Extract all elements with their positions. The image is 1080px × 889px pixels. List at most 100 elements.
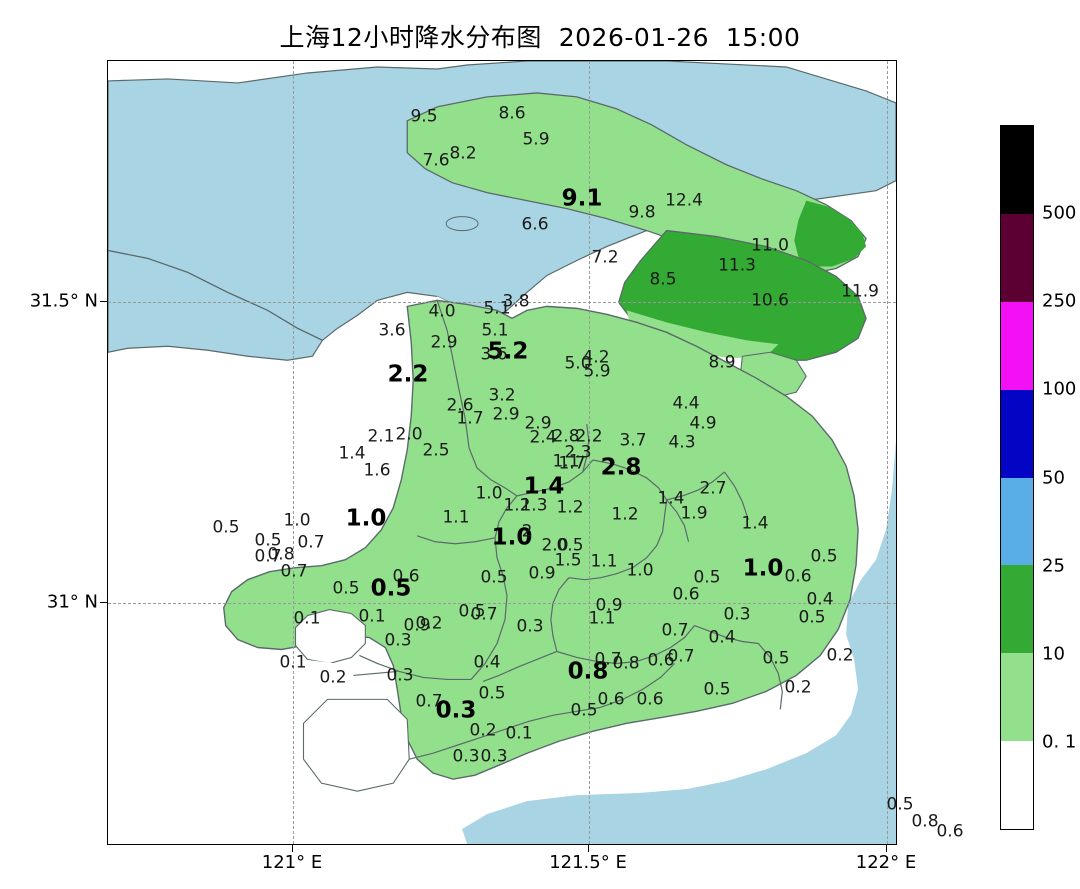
station-value: 0.8: [911, 811, 939, 832]
station-value: 2.8: [600, 454, 642, 481]
station-value: 1.9: [680, 503, 708, 524]
station-value: 10.6: [751, 290, 789, 311]
station-value: 1.0: [491, 524, 533, 551]
station-value: 1.1: [442, 507, 470, 528]
station-value: 11.9: [841, 281, 879, 302]
station-value: 1.4: [338, 443, 366, 464]
station-value: 0.3: [452, 746, 480, 767]
station-value: 3.2: [488, 385, 516, 406]
station-value: 0.5: [480, 567, 508, 588]
station-value: 0.4: [806, 589, 834, 610]
station-value: 11.3: [718, 255, 756, 276]
station-value: 0.7: [254, 546, 282, 567]
colorbar-tick-label: 50: [1042, 467, 1065, 488]
station-value: 1.1: [588, 608, 616, 629]
graticule-lon-122: [887, 61, 888, 844]
station-value: 1.2: [503, 495, 531, 516]
station-value: 0.2: [784, 677, 812, 698]
colorbar-tick-label: 25: [1042, 555, 1065, 577]
colorbar-segment-blue: [1001, 389, 1033, 478]
station-value: 2.0: [395, 424, 423, 445]
graticule-lon-121-5: [589, 61, 590, 844]
station-value: 0.9: [595, 595, 623, 616]
station-value: 0.6: [784, 566, 812, 587]
station-value: 0.5: [762, 648, 790, 669]
station-value: 3.6: [480, 344, 508, 365]
station-value: 8.6: [498, 103, 526, 124]
station-value: 12.4: [665, 190, 703, 211]
station-value: 0.7: [667, 646, 695, 667]
station-value: 7.6: [422, 150, 450, 171]
station-value: 0.3: [723, 604, 751, 625]
station-value: 2.7: [699, 478, 727, 499]
station-value: 0.1: [293, 608, 321, 629]
station-value: 1.7: [558, 453, 586, 474]
station-value: 1.2: [611, 504, 639, 525]
station-value: 0.9: [403, 615, 431, 636]
colorbar-tick-label: 100: [1042, 378, 1077, 400]
y-tickmark: [100, 602, 107, 604]
station-value: 2.2: [575, 426, 603, 447]
station-value: 0.7: [661, 620, 689, 641]
station-value: 0.4: [473, 652, 501, 673]
station-value: 0.5: [570, 700, 598, 721]
station-value: 2.0: [541, 535, 569, 556]
station-value: 2.2: [387, 361, 429, 388]
graticule-lat-31: [108, 603, 896, 604]
station-value: 2.3: [564, 442, 592, 463]
station-value: 2.1: [367, 426, 395, 447]
map-geometry: [108, 61, 896, 844]
station-value: 0.7: [415, 691, 443, 712]
station-value: 0.2: [469, 720, 497, 741]
station-value: 0.5: [458, 601, 486, 622]
station-value: 0.5: [703, 679, 731, 700]
station-value: 2.8: [552, 426, 580, 447]
station-value: 0.6: [672, 584, 700, 605]
station-value: 0.8: [567, 658, 609, 685]
station-value: 1.0: [475, 483, 503, 504]
x-axis-tick-label: 121° E: [261, 852, 323, 873]
colorbar-segment-green: [1001, 565, 1033, 654]
station-value: 1.1: [552, 451, 580, 472]
station-value: 1.3: [520, 495, 548, 516]
station-value: 0.5: [886, 794, 914, 815]
station-value: 0.7: [297, 532, 325, 553]
page-title: 上海12小时降水分布图 2026-01-26 15:00: [279, 23, 801, 52]
station-value: 0.3: [516, 616, 544, 637]
station-value: 0.2: [415, 613, 443, 634]
station-value: 2.4: [529, 427, 557, 448]
station-value: 0.5: [332, 578, 360, 599]
station-value: 4.0: [428, 301, 456, 322]
station-value: 1.4: [741, 513, 769, 534]
station-value: 2.9: [524, 413, 552, 434]
station-value: 5.0: [564, 353, 592, 374]
station-value: 11.0: [751, 235, 789, 256]
station-value: 0.1: [505, 723, 533, 744]
station-value: 2.5: [422, 440, 450, 461]
station-value: 0.6: [392, 566, 420, 587]
colorbar-segment-black: [1001, 126, 1033, 214]
station-value: 0.6: [597, 689, 625, 710]
x-axis-tick-label: 122° E: [855, 852, 917, 873]
station-value: 0.5: [693, 567, 721, 588]
y-tickmark: [100, 301, 107, 303]
station-value: 3.8: [502, 291, 530, 312]
station-value: 8.2: [449, 143, 477, 164]
station-value: 0.7: [594, 649, 622, 670]
station-value: 8.5: [649, 269, 677, 290]
map-plot-area[interactable]: [107, 60, 897, 845]
station-value: 0.3: [384, 630, 412, 651]
station-value: 0.7: [470, 604, 498, 625]
station-value: 9.5: [410, 106, 438, 127]
station-value: 1.0: [742, 555, 784, 582]
station-value: 2.9: [430, 332, 458, 353]
station-value: 1.7: [456, 408, 484, 429]
x-tickmark: [588, 845, 590, 852]
station-value: 2: [521, 521, 533, 542]
station-value: 0.6: [936, 821, 964, 842]
station-value: 0.5: [478, 683, 506, 704]
station-value: 6.6: [521, 214, 549, 235]
colorbar[interactable]: [1000, 125, 1034, 830]
station-value: 0.5: [798, 607, 826, 628]
